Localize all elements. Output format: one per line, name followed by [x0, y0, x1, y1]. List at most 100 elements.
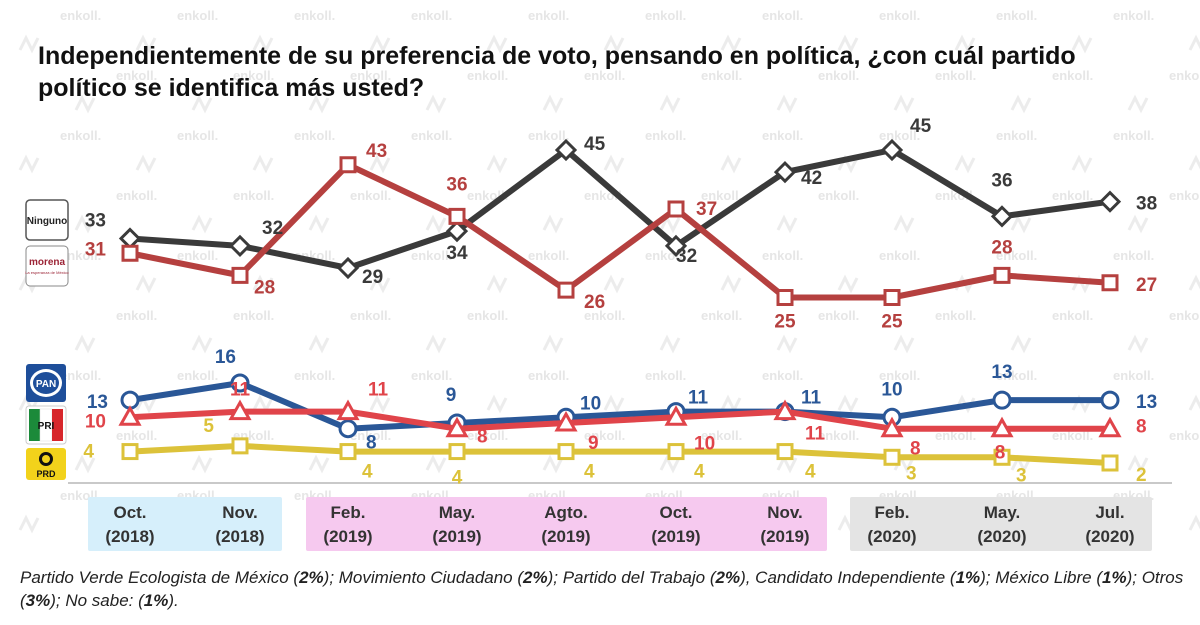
- watermark-text: enkoll.: [116, 308, 157, 323]
- watermark-text: enkoll.: [1052, 308, 1093, 323]
- watermark-text: enkoll.: [1169, 428, 1200, 443]
- watermark-text: enkoll.: [762, 8, 803, 23]
- legend-prd-label: PRD: [36, 469, 56, 479]
- watermark-text: enkoll.: [177, 248, 218, 263]
- watermark-logo-icon: [74, 454, 96, 474]
- ninguno-data-label: 32: [262, 218, 283, 239]
- ninguno-marker: [445, 220, 469, 243]
- watermark-logo-icon: [542, 214, 564, 234]
- watermark-logo-icon: [369, 34, 391, 54]
- prd-data-label: 4: [584, 462, 595, 483]
- legend-morena-sublabel: La esperanza de México: [25, 270, 69, 275]
- ninguno-data-label: 32: [676, 246, 697, 267]
- watermark-logo-icon: [542, 94, 564, 114]
- ninguno-marker: [664, 234, 688, 257]
- watermark-text: enkoll.: [701, 428, 742, 443]
- pan-series-line: [129, 380, 1110, 432]
- footnote-text: ); No sabe: (: [50, 591, 144, 610]
- pri-data-label: 11: [368, 380, 389, 401]
- pan-data-label: 16: [215, 347, 236, 368]
- watermark-text: enkoll.: [1052, 68, 1093, 83]
- watermark-text: enkoll.: [1052, 428, 1093, 443]
- watermark-logo-icon: [18, 394, 40, 414]
- pan-data-label: 10: [580, 393, 601, 414]
- pri-marker: [554, 410, 578, 432]
- watermark-logo-icon: [893, 94, 915, 114]
- x-tick-month: May.: [439, 503, 476, 522]
- watermark-logo-icon: [191, 94, 213, 114]
- pri-red-icon: [52, 409, 63, 441]
- pri-data-label: 9: [588, 433, 599, 454]
- pri-data-label: 8: [1136, 417, 1147, 438]
- watermark-logo-icon: [18, 154, 40, 174]
- watermark-logo-icon: [776, 334, 798, 354]
- watermark-text: enkoll.: [350, 188, 391, 203]
- watermark-logo-icon: [486, 394, 508, 414]
- legend: Ninguno morena La esperanza de México PAN PR…: [25, 199, 70, 480]
- x-tick-year: (2020): [977, 527, 1026, 546]
- watermark-text: enkoll.: [645, 368, 686, 383]
- pan-marker: [1100, 390, 1120, 410]
- morena-marker: [667, 200, 685, 218]
- watermark-text: enkoll.: [60, 248, 101, 263]
- morena-marker: [993, 266, 1011, 284]
- morena-data-label: 25: [881, 312, 903, 333]
- pri-data-label: 8: [995, 443, 1006, 464]
- watermark-logo-icon: [837, 394, 859, 414]
- watermark-text: enkoll.: [233, 68, 274, 83]
- watermark-logo-icon: [603, 154, 625, 174]
- watermark-logo-icon: [135, 394, 157, 414]
- watermark-text: enkoll.: [177, 8, 218, 23]
- prd-marker: [883, 448, 901, 466]
- watermark-text: enkoll.: [762, 368, 803, 383]
- ninguno-marker: [1098, 190, 1122, 213]
- ninguno-marker: [990, 205, 1014, 228]
- pri-data-label: 10: [85, 411, 106, 432]
- watermark-text: enkoll.: [701, 68, 742, 83]
- pri-series-line: [129, 408, 1110, 432]
- footnote-text: ), Candidato Independiente (: [740, 568, 956, 587]
- watermark-text: enkoll.: [411, 128, 452, 143]
- footnote-value: 2%: [715, 568, 741, 587]
- watermark-logo-icon: [776, 454, 798, 474]
- watermark-text: enkoll.: [935, 308, 976, 323]
- watermark-logo-icon: [191, 334, 213, 354]
- watermark-logo-icon: [720, 394, 742, 414]
- watermark-text: enkoll.: [116, 68, 157, 83]
- watermark-text: enkoll.: [177, 368, 218, 383]
- watermark-logo-icon: [369, 274, 391, 294]
- watermark-logo-icon: [1127, 334, 1149, 354]
- morena-data-label: 36: [446, 174, 467, 195]
- footnote: Partido Verde Ecologista de México (2%);…: [20, 566, 1195, 612]
- watermark-logo-icon: [603, 34, 625, 54]
- series-lines: [118, 138, 1122, 472]
- ninguno-data-label: 45: [910, 116, 932, 137]
- watermark-logo-icon: [369, 394, 391, 414]
- morena-marker: [339, 156, 357, 174]
- ninguno-data-label: 36: [991, 170, 1012, 191]
- watermark-text: enkoll.: [645, 8, 686, 23]
- x-tick-month: Jul.: [1095, 503, 1124, 522]
- x-tick-month: Oct.: [113, 503, 146, 522]
- pri-marker: [228, 399, 252, 421]
- x-tick-month: Feb.: [875, 503, 910, 522]
- chart-title: Independientemente de su preferencia de …: [38, 42, 1076, 102]
- pan-data-label: 9: [446, 385, 457, 406]
- footnote-text: ); Otros (: [20, 568, 1184, 610]
- footnote-value: 3%: [25, 591, 51, 610]
- pan-data-label: 13: [87, 392, 108, 413]
- ninguno-series-line: [129, 147, 1111, 271]
- watermark-logo-icon: [252, 34, 274, 54]
- watermark-text: enkoll.: [762, 248, 803, 263]
- watermark-text: enkoll.: [233, 308, 274, 323]
- watermark-text: enkoll.: [996, 128, 1037, 143]
- watermark-logo-icon: [425, 94, 447, 114]
- pan-marker: [992, 390, 1012, 410]
- watermark-logo-icon: [135, 274, 157, 294]
- watermark-logo-icon: [369, 154, 391, 174]
- footnote-text: ); Movimiento Ciudadano (: [323, 568, 524, 587]
- ninguno-marker: [554, 138, 578, 162]
- watermark-text: enkoll.: [294, 8, 335, 23]
- morena-data-label: 28: [254, 277, 275, 298]
- watermark-text: enkoll.: [294, 128, 335, 143]
